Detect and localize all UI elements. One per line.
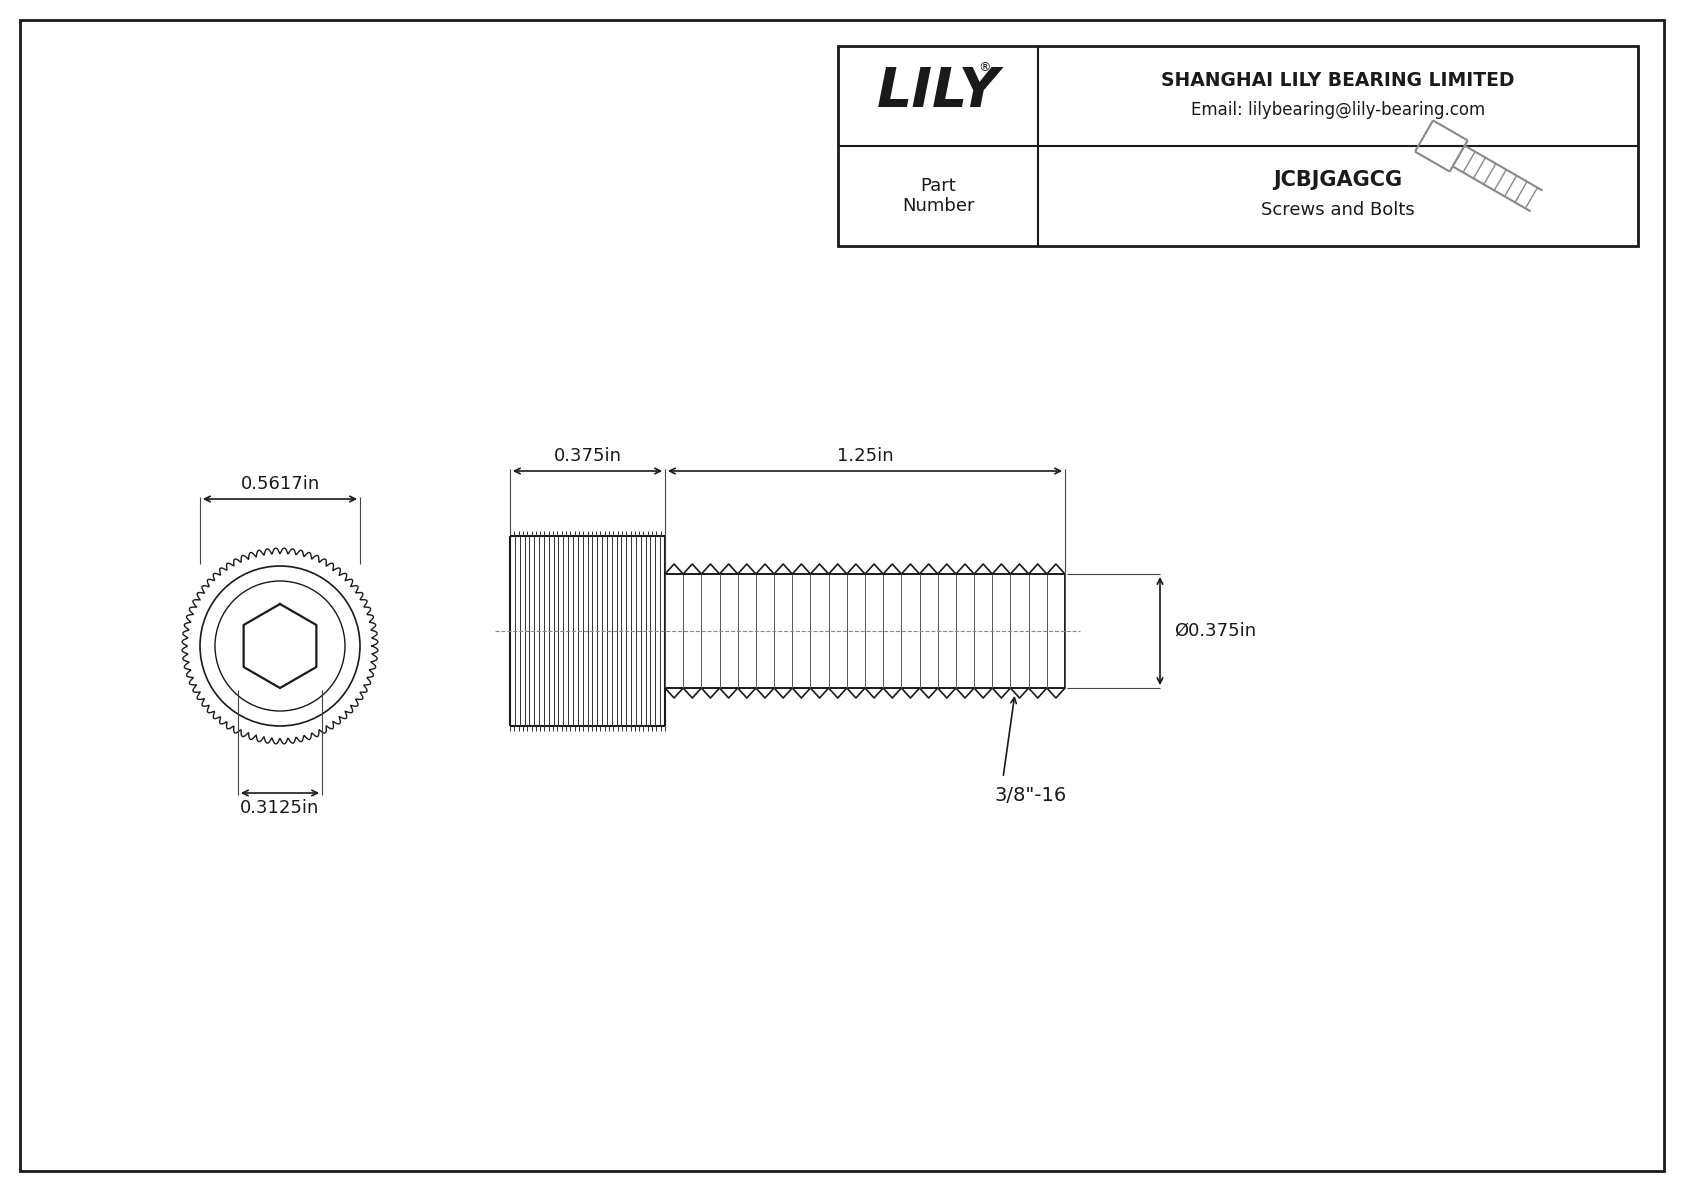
Text: 3/8"-16: 3/8"-16	[995, 786, 1068, 805]
Text: JCBJGAGCG: JCBJGAGCG	[1273, 170, 1403, 191]
Text: LILY: LILY	[876, 66, 1000, 119]
Text: Ø0.375in: Ø0.375in	[1174, 622, 1256, 640]
Text: ®: ®	[978, 62, 990, 75]
Text: 0.375in: 0.375in	[554, 447, 621, 464]
Text: Email: lilybearing@lily-bearing.com: Email: lilybearing@lily-bearing.com	[1191, 101, 1485, 119]
Text: 0.5617in: 0.5617in	[241, 475, 320, 493]
Bar	[839, 46, 1639, 247]
Text: 0.3125in: 0.3125in	[241, 799, 320, 817]
Text: Screws and Bolts: Screws and Bolts	[1261, 201, 1415, 219]
Text: Part
Number: Part Number	[901, 176, 975, 216]
Text: SHANGHAI LILY BEARING LIMITED: SHANGHAI LILY BEARING LIMITED	[1162, 70, 1514, 89]
Text: 1.25in: 1.25in	[837, 447, 893, 464]
